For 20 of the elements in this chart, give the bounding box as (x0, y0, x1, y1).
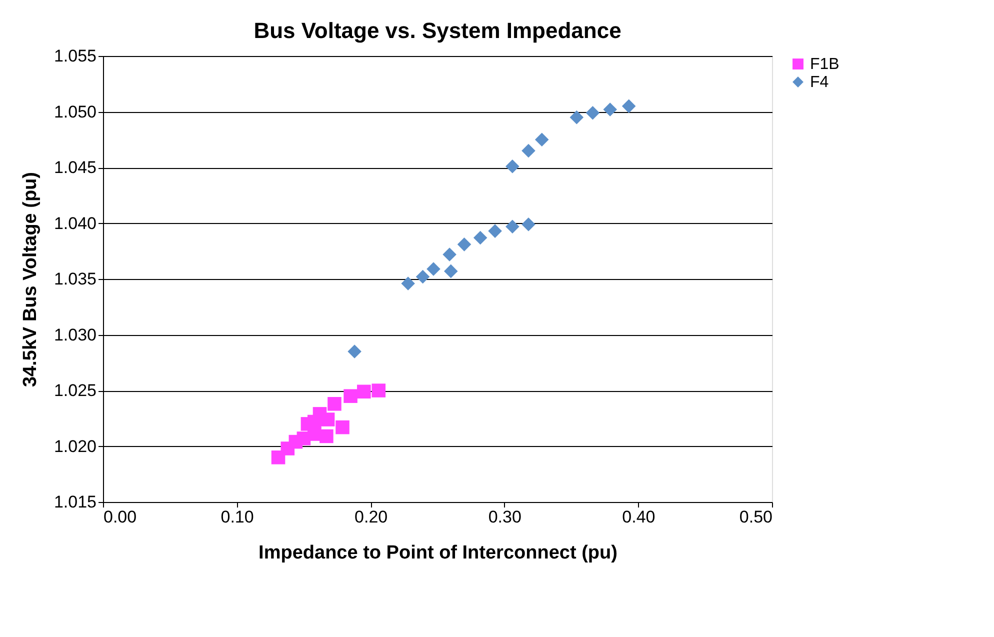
y-tick-label: 1.055 (54, 46, 96, 66)
y-axis-title: 34.5kV Bus Voltage (pu) (20, 172, 41, 388)
y-tick-label: 1.020 (54, 436, 96, 456)
x-tick-label: 0.10 (220, 508, 254, 526)
x-tick-label: 0.20 (354, 508, 388, 526)
y-tick-label: 1.030 (54, 325, 96, 344)
x-axis-title: Impedance to Point of Interconnect (pu) (258, 542, 618, 564)
x-tick-label: 0.40 (622, 508, 656, 526)
y-tick-label: 1.040 (54, 214, 96, 233)
x-tick-label: 0.50 (739, 508, 772, 526)
chart-title: Bus Voltage vs. System Impedance (254, 18, 622, 43)
legend-label: F1B (810, 56, 840, 73)
y-tick-label: 1.025 (54, 381, 96, 400)
y-tick-label: 1.050 (54, 102, 96, 122)
y-tick-label: 1.035 (54, 270, 96, 288)
x-tick-label: 0.00 (104, 508, 137, 526)
legend-label: F4 (810, 74, 829, 91)
y-tick-label: 1.015 (54, 492, 96, 512)
x-tick-label: 0.30 (488, 508, 522, 526)
y-tick-label: 1.045 (54, 158, 96, 177)
